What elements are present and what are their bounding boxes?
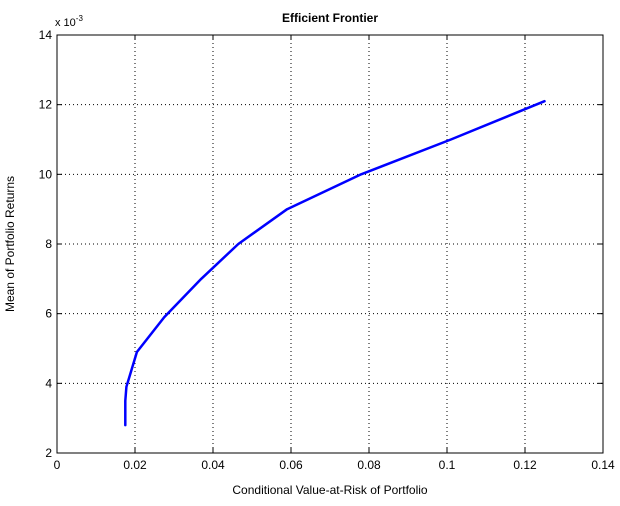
y-multiplier-base: x 10 xyxy=(55,17,76,29)
y-tick-label: 8 xyxy=(45,237,52,251)
axis-ticks xyxy=(56,34,604,454)
x-tick-label: 0.12 xyxy=(513,458,537,472)
x-tick-label: 0.08 xyxy=(357,458,381,472)
grid-lines xyxy=(57,35,603,453)
chart-title: Efficient Frontier xyxy=(282,11,378,25)
x-tick-label: 0.04 xyxy=(201,458,225,472)
x-tick-label: 0.06 xyxy=(279,458,303,472)
y-tick-label: 10 xyxy=(39,167,53,181)
series-layer xyxy=(124,99,546,427)
x-tick-label: 0.02 xyxy=(123,458,147,472)
x-tick-label: 0.1 xyxy=(439,458,456,472)
x-tick-label: 0 xyxy=(54,458,61,472)
y-tick-label: 12 xyxy=(39,98,53,112)
y-axis-label: Mean of Portfolio Returns xyxy=(3,176,17,312)
y-multiplier-exponent: -3 xyxy=(76,14,84,23)
y-tick-label: 14 xyxy=(39,28,53,42)
x-tick-label: 0.14 xyxy=(591,458,615,472)
efficient-frontier-line xyxy=(124,99,546,427)
y-axis-multiplier: x 10-3 xyxy=(55,14,83,29)
y-tick-label: 4 xyxy=(45,376,52,390)
x-axis-label: Conditional Value-at-Risk of Portfolio xyxy=(232,483,428,497)
y-tick-label: 6 xyxy=(45,307,52,321)
y-tick-labels: 2 4 6 8 10 12 14 xyxy=(39,28,53,460)
x-tick-labels: 0 0.02 0.04 0.06 0.08 0.1 0.12 0.14 xyxy=(54,458,615,472)
y-tick-label: 2 xyxy=(45,446,52,460)
